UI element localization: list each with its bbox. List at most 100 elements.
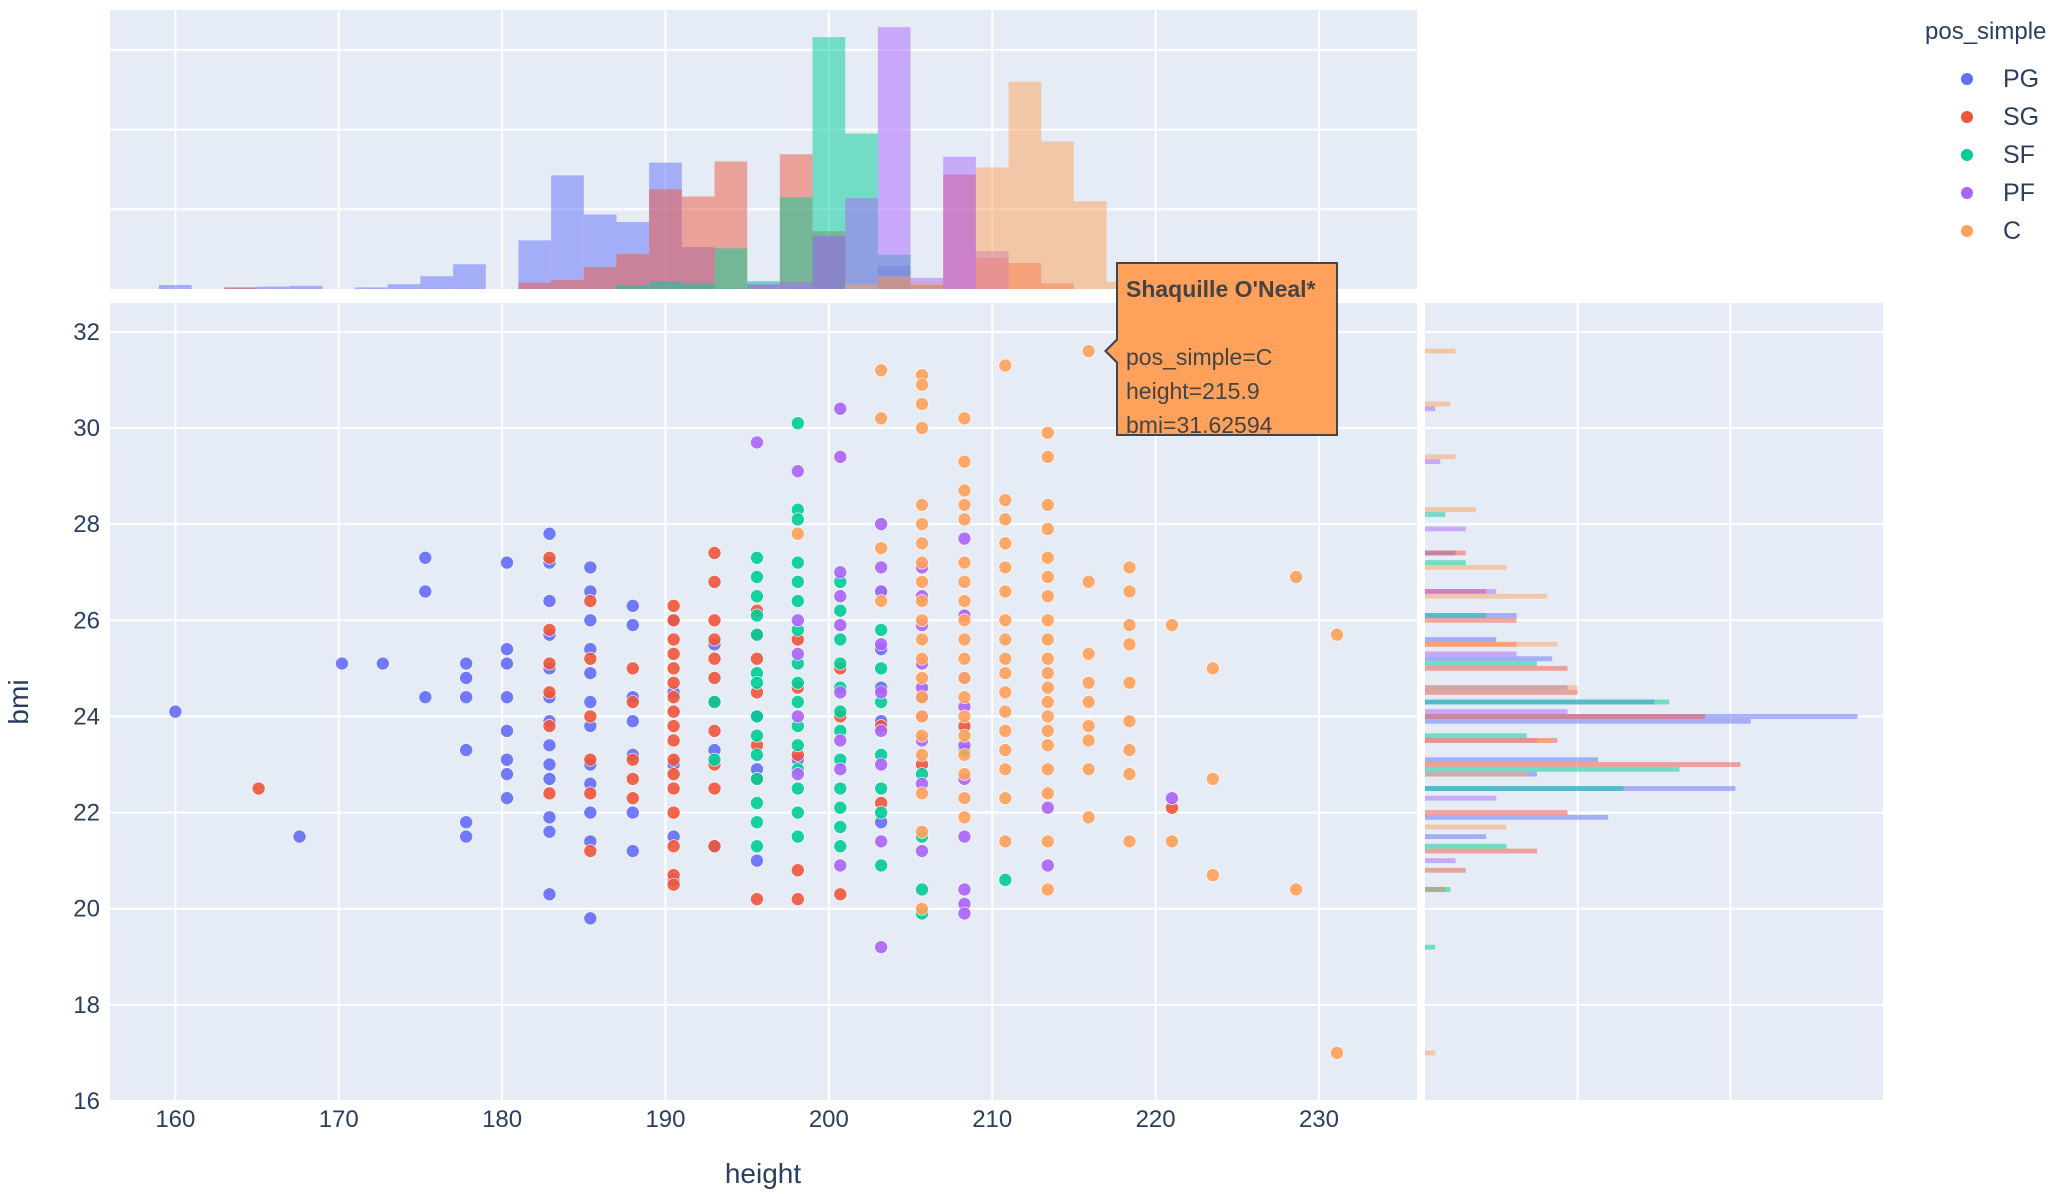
- top-hist-bar-pf: [943, 156, 976, 289]
- top-hist-bar-sg: [583, 267, 617, 289]
- scatter-point-sg: [707, 546, 722, 560]
- right-hist-bar-sg: [1425, 617, 1517, 623]
- scatter-point-sg: [625, 752, 640, 767]
- scatter-point-c: [915, 536, 929, 551]
- scatter-point-pg: [625, 599, 640, 613]
- scatter-point-c: [1040, 613, 1055, 628]
- scatter-point-pg: [459, 690, 473, 704]
- scatter-point-c: [1205, 868, 1220, 882]
- right-hist-bar-sf: [1425, 613, 1487, 618]
- scatter-point-sg: [666, 613, 681, 628]
- scatter-point-pf: [915, 844, 929, 858]
- scatter-point-c: [1040, 632, 1055, 647]
- legend-label: C: [2003, 216, 2022, 245]
- top-hist-bar-sf: [714, 248, 748, 289]
- right-hist-bar-pg: [1425, 814, 1609, 820]
- scatter-point-pg: [459, 829, 473, 844]
- scatter-point-c: [1040, 589, 1055, 604]
- scatter-point-c: [998, 762, 1013, 777]
- legend-item-pf[interactable]: PF: [1925, 174, 2065, 212]
- legend-title: pos_simple: [1925, 18, 2047, 45]
- legend-item-pg[interactable]: PG: [1925, 60, 2065, 98]
- right-hist-bar-pg: [1425, 718, 1751, 724]
- scatter-point-sg: [542, 623, 557, 637]
- right-hist-bar-pf: [1425, 526, 1466, 532]
- scatter-point-c: [1040, 695, 1055, 709]
- scatter-point-c: [998, 651, 1013, 666]
- scatter-point-sg: [666, 704, 681, 719]
- scatter-point-pg: [500, 656, 514, 671]
- scatter-point-sf: [791, 416, 805, 430]
- top-hist-bar-sf: [681, 283, 715, 289]
- right-hist-bar-sf: [1425, 944, 1436, 950]
- scatter-point-c: [1122, 618, 1137, 632]
- top-hist-bar-pg: [355, 287, 388, 289]
- legend-item-c[interactable]: C: [1925, 212, 2065, 250]
- scatter-point-pg: [542, 594, 557, 608]
- scatter-point-pg: [542, 526, 557, 541]
- scatter-point-c: [1040, 570, 1055, 584]
- scatter-point-sg: [542, 656, 557, 671]
- scatter-point-sg: [707, 724, 722, 738]
- scatter-point-c: [1122, 637, 1137, 652]
- top-hist-bar-c: [845, 284, 878, 289]
- legend-item-sf[interactable]: SF: [1925, 136, 2065, 174]
- scatter-point-pg: [750, 853, 764, 868]
- x-tick-label: 220: [1136, 1106, 1176, 1133]
- scatter-point-sg: [542, 786, 557, 801]
- scatter-point-pf: [874, 637, 888, 652]
- scatter-point-sf: [707, 752, 722, 767]
- scatter-point-c: [874, 411, 888, 426]
- x-tick-label: 170: [319, 1106, 359, 1133]
- right-histogram: [1425, 348, 1858, 1056]
- scatter-point-pg: [500, 724, 514, 738]
- scatter-point-c: [915, 498, 929, 512]
- scatter-point-pg: [542, 810, 557, 825]
- scatter-point-pg: [418, 550, 433, 565]
- scatter-point-sg: [583, 844, 598, 858]
- x-tick-label: 180: [482, 1106, 522, 1133]
- scatter-point-pf: [874, 685, 888, 700]
- right-hist-bar-c: [1425, 454, 1456, 460]
- scatter-point-sf: [998, 873, 1013, 887]
- top-hist-bar-sg: [616, 253, 650, 289]
- scatter-point-pf: [833, 589, 848, 604]
- scatter-point-c: [998, 560, 1013, 575]
- hover-bmi: bmi=31.62594: [1126, 412, 1273, 438]
- x-tick-label: 190: [645, 1106, 685, 1133]
- top-hist-bar-pf: [877, 27, 911, 289]
- scatter-point-sg: [542, 685, 557, 700]
- hover-arrow-fill: [1107, 340, 1118, 362]
- scatter-point-pf: [874, 560, 888, 575]
- scatter-point-pf: [957, 882, 972, 897]
- scatter-point-sg: [707, 575, 722, 589]
- scatter-point-c: [957, 651, 972, 666]
- legend-item-sg[interactable]: SG: [1925, 98, 2065, 136]
- scatter-point-c: [998, 666, 1013, 680]
- right-hist-bar-pg: [1425, 757, 1599, 763]
- scatter-point-c: [1122, 743, 1137, 757]
- scatter-point-c: [957, 632, 972, 647]
- top-hist-bar-pf: [747, 283, 780, 289]
- top-hist-bar-pf: [845, 198, 878, 289]
- legend-marker: [1961, 225, 1973, 237]
- scatter-point-c: [957, 767, 972, 781]
- scatter-point-pf: [833, 685, 848, 700]
- scatter-point-c: [957, 748, 972, 762]
- scatter-point-c: [957, 411, 972, 426]
- scatter-point-sf: [791, 512, 805, 527]
- scatter-point-c: [791, 526, 805, 541]
- scatter-point-c: [1122, 767, 1137, 781]
- right-hist-bar-sg: [1425, 848, 1537, 854]
- scatter-point-sf: [750, 627, 764, 642]
- scatter-point-c: [957, 728, 972, 743]
- top-hist-bar-sg: [551, 279, 584, 289]
- top-hist-bar-pg: [159, 285, 192, 289]
- scatter-point-sg: [707, 613, 722, 628]
- scatter-point-pf: [874, 834, 888, 849]
- top-hist-bar-c: [877, 276, 911, 289]
- scatter-point-c: [1040, 738, 1055, 753]
- top-histogram: [159, 27, 1336, 289]
- hover-tooltip: Shaquille O'Neal* pos_simple=C height=21…: [1116, 262, 1338, 438]
- scatter-point-c: [915, 690, 929, 704]
